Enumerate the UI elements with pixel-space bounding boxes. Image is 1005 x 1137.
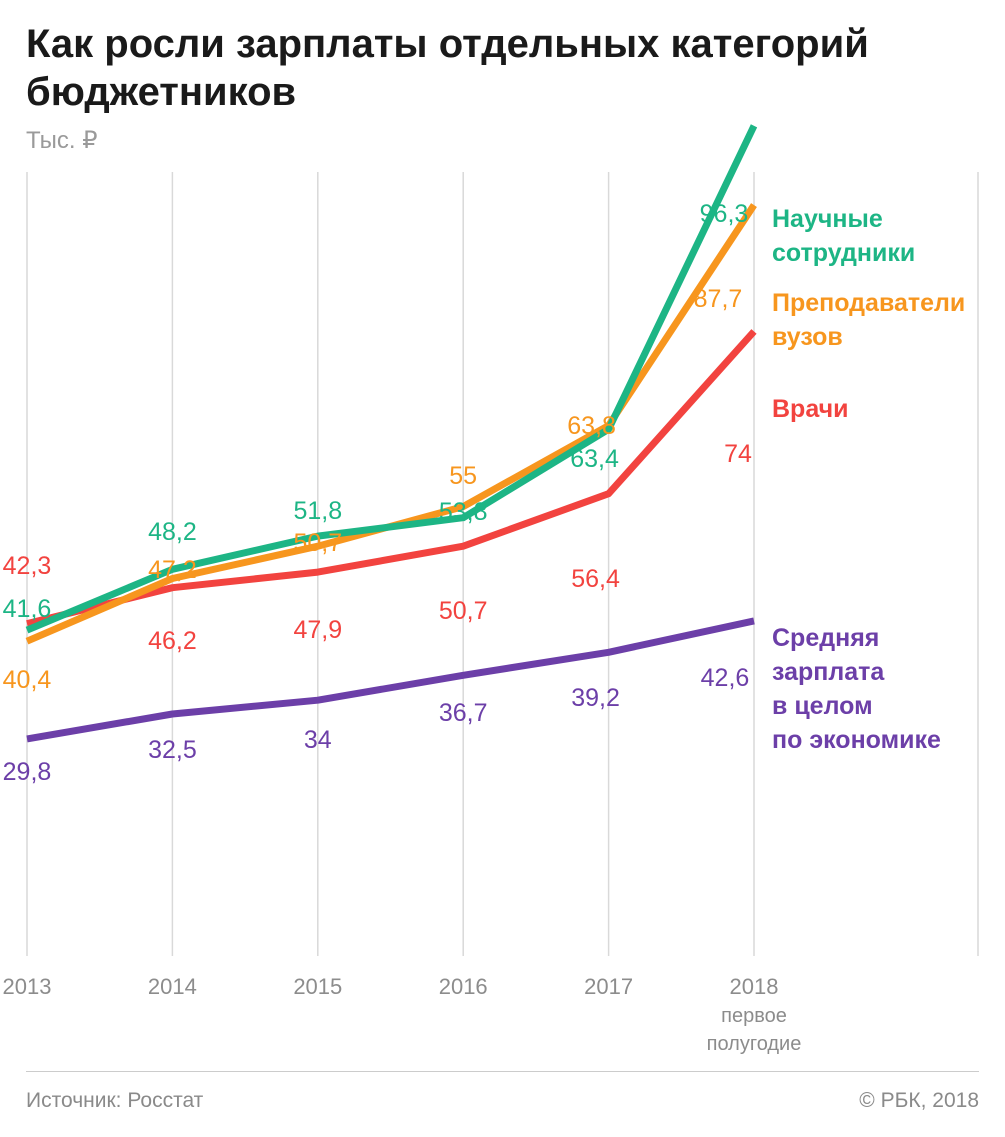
copyright: © РБК, 2018 [859,1089,979,1112]
data-label: 42,6 [701,664,750,692]
data-label: 48,2 [148,518,197,546]
x-tick-label: 2017 [584,974,633,999]
data-label: 96,3 [700,200,749,228]
data-label: 40,4 [3,666,52,694]
legend-label: Преподаватели [772,289,965,317]
data-label: 41,6 [3,595,52,623]
chart-title: Как росли зарплаты отдельных категорий б… [26,22,869,114]
series-line [25,124,758,634]
series-line [26,617,755,743]
data-label: 56,4 [571,565,620,593]
legend-label: по экономике [772,726,941,754]
unit-label: Тыс. ₽ [26,127,98,154]
legend-label: в целом [772,692,873,720]
data-label: 34 [304,726,332,754]
legend-label: Научные [772,205,883,233]
data-label: 47,2 [148,556,197,584]
data-label: 55 [449,462,477,490]
data-label: 29,8 [3,758,52,786]
legend-label: Врачи [772,395,849,423]
legend-label: зарплата [772,658,885,686]
x-tick-sublabel: полугодие [707,1033,802,1055]
data-label: 32,5 [148,736,197,764]
series-line [25,203,757,645]
x-tick-label: 2015 [293,974,342,999]
x-tick-label: 2016 [439,974,488,999]
legend-label: сотрудники [772,239,915,267]
series-lines [25,124,758,743]
data-label: 63,8 [567,412,616,440]
data-label: 47,9 [293,616,342,644]
data-label: 50,7 [439,597,488,625]
data-label: 74 [724,440,752,468]
data-label: 87,7 [694,285,743,313]
grid-lines [26,172,979,956]
data-label: 50,7 [293,529,342,557]
data-label: 46,2 [148,627,197,655]
x-tick-label: 2014 [148,974,197,999]
legend-label: Средняя [772,624,879,652]
x-axis: 2013 2014 2015 2016 2017 2018 первое полугодие [3,974,802,1055]
footer-divider [26,1071,979,1072]
legend: Научные сотрудники Преподаватели вузов Врачи… [772,205,965,754]
data-label: 36,7 [439,699,488,727]
data-label: 63,4 [570,445,619,473]
data-label: 53,8 [439,498,488,526]
data-label: 51,8 [293,497,342,525]
x-tick-label: 2013 [3,974,52,999]
series-line [26,329,757,628]
data-label: 42,3 [3,552,52,580]
x-tick-label: 2018 [730,974,779,999]
data-label: 39,2 [571,684,620,712]
legend-label: вузов [772,323,843,351]
source-note: Источник: Росстат [26,1089,204,1112]
data-labels: 41,6 48,2 51,8 53,8 63,4 96,3 40,4 47,2 50,7 55 63… [3,200,752,786]
x-tick-sublabel: первое [721,1005,787,1027]
